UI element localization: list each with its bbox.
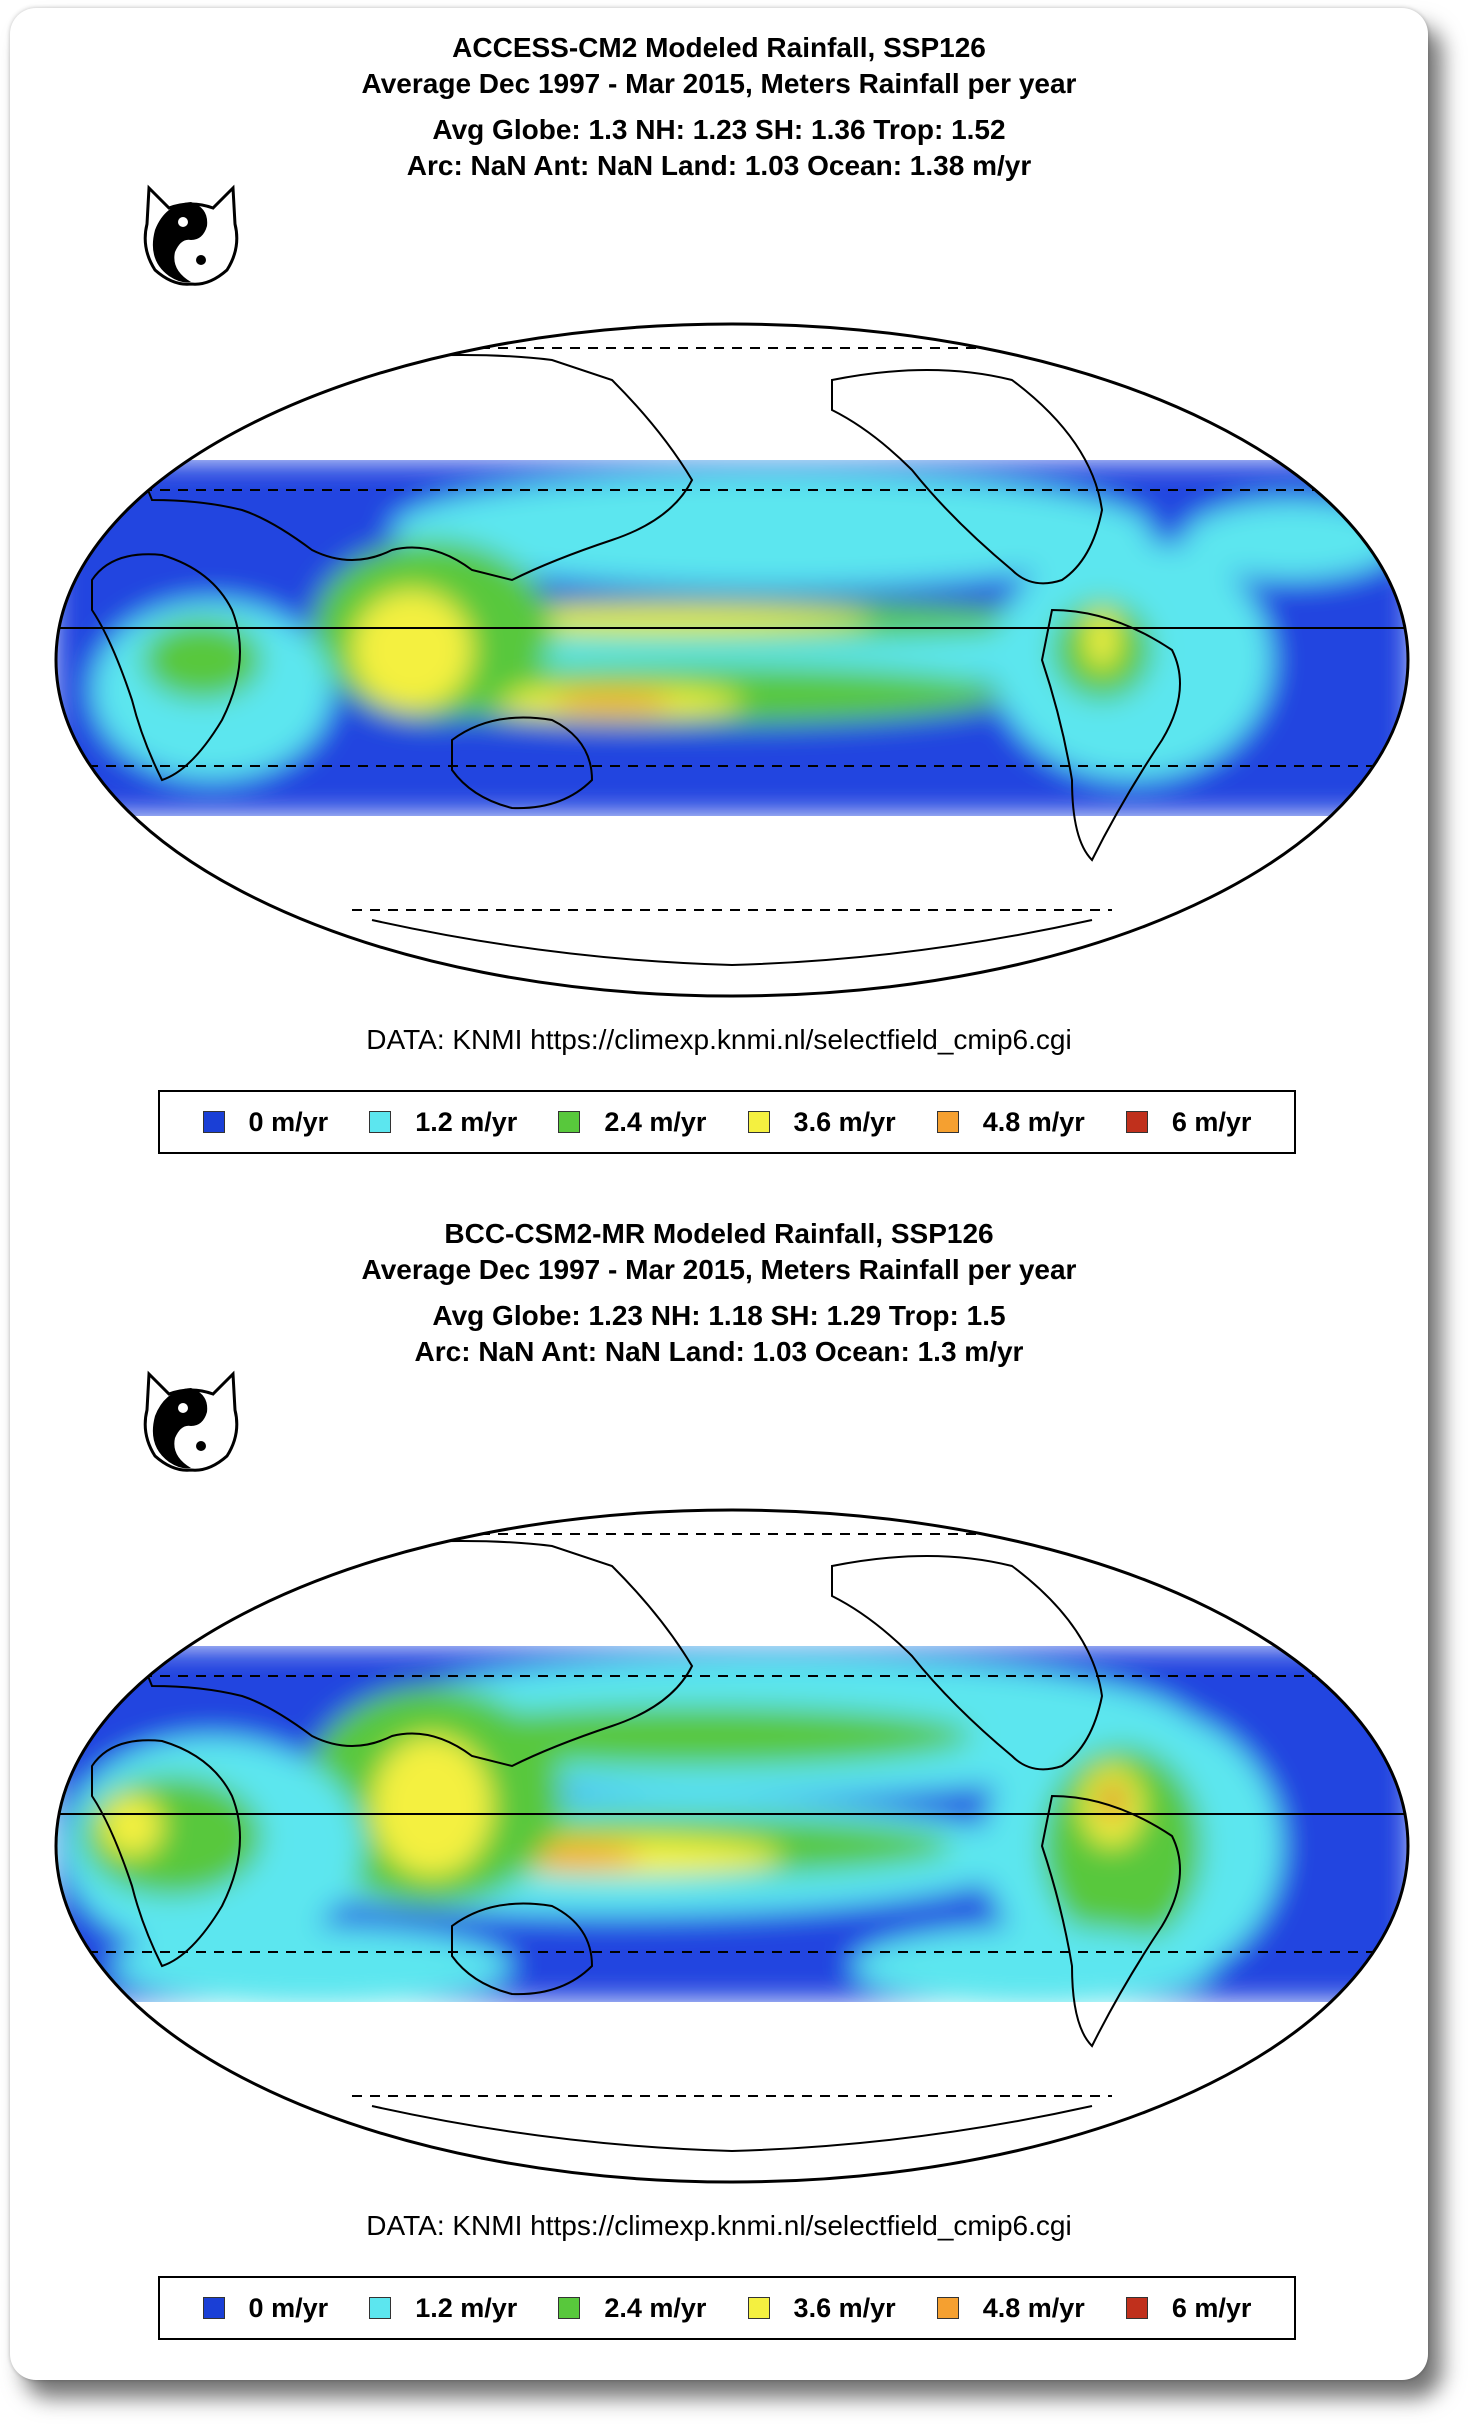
legend-swatch <box>1125 2297 1148 2319</box>
legend-item: 0 m/yr <box>202 1106 329 1138</box>
legend-label: 0 m/yr <box>248 2292 329 2323</box>
legend-item: 4.8 m/yr <box>936 1106 1085 1138</box>
data-source-note: DATA: KNMI https://climexp.knmi.nl/selec… <box>366 2210 1072 2241</box>
yin-yang-cat-logo-icon <box>143 184 239 286</box>
legend-swatch <box>369 1111 392 1133</box>
panel-subtitle: Average Dec 1997 - Mar 2015, Meters Rain… <box>361 68 1077 99</box>
legend-swatch <box>1125 1111 1148 1133</box>
legend-swatch <box>369 2297 392 2319</box>
map-panel-bcc-csm2-mr: BCC-CSM2-MR Modeled Rainfall, SSP126 Ave… <box>10 1194 1428 2354</box>
legend-label: 2.4 m/yr <box>604 2292 707 2323</box>
legend-label: 0 m/yr <box>248 1106 329 1137</box>
legend-label: 1.2 m/yr <box>415 2292 518 2323</box>
legend-swatch <box>936 2297 959 2319</box>
stats-line-1: Avg Globe: 1.3 NH: 1.23 SH: 1.36 Trop: 1… <box>432 114 1006 145</box>
panel-titles: BCC-CSM2-MR Modeled Rainfall, SSP126 Ave… <box>10 1216 1428 1370</box>
legend-swatch <box>558 1111 581 1133</box>
legend-item: 2.4 m/yr <box>558 2293 706 2324</box>
legend-item: 1.2 m/yr <box>369 2293 517 2324</box>
legend-label: 6 m/yr <box>1171 1106 1252 1137</box>
color-legend: 0 m/yr 1.2 m/yr 2.4 m/yr 3.6 m/yr 4.8 m/… <box>158 1090 1296 1154</box>
panel-title: BCC-CSM2-MR Modeled Rainfall, SSP126 <box>444 1218 994 1249</box>
panel-subtitle: Average Dec 1997 - Mar 2015, Meters Rain… <box>361 1254 1077 1285</box>
legend-item: 0 m/yr <box>202 2292 329 2324</box>
legend-item: 4.8 m/yr <box>936 2292 1085 2324</box>
legend-swatch <box>558 2297 581 2319</box>
legend-swatch <box>747 1111 770 1133</box>
legend-item: 6 m/yr <box>1125 2292 1252 2324</box>
map-panel-access-cm2: ACCESS-CM2 Modeled Rainfall, SSP126 Aver… <box>10 8 1428 1168</box>
legend-label: 2.4 m/yr <box>604 1106 707 1137</box>
stats-line-1: Avg Globe: 1.23 NH: 1.18 SH: 1.29 Trop: … <box>432 1300 1006 1331</box>
stats-line-2: Arc: NaN Ant: NaN Land: 1.03 Ocean: 1.38… <box>406 150 1032 181</box>
legend-label: 6 m/yr <box>1171 2292 1252 2323</box>
yin-yang-cat-logo-icon <box>143 1370 239 1472</box>
rainfall-map <box>54 1508 1410 2184</box>
panel-title: ACCESS-CM2 Modeled Rainfall, SSP126 <box>452 32 986 63</box>
legend-swatch <box>936 1111 959 1133</box>
legend-label: 4.8 m/yr <box>982 1106 1085 1137</box>
legend-item: 1.2 m/yr <box>369 1107 517 1138</box>
legend-swatch <box>202 1111 225 1133</box>
legend-item: 6 m/yr <box>1125 1106 1252 1138</box>
stats-line-2: Arc: NaN Ant: NaN Land: 1.03 Ocean: 1.3 … <box>414 1336 1024 1367</box>
legend-item: 3.6 m/yr <box>747 2292 896 2324</box>
coastlines <box>91 354 1314 967</box>
legend-label: 1.2 m/yr <box>415 1106 518 1137</box>
rainfall-map <box>54 322 1410 998</box>
panel-titles: ACCESS-CM2 Modeled Rainfall, SSP126 Aver… <box>10 30 1428 184</box>
data-source-note: DATA: KNMI https://climexp.knmi.nl/selec… <box>366 1024 1072 1055</box>
legend-item: 2.4 m/yr <box>558 1107 706 1138</box>
figure-sheet: ACCESS-CM2 Modeled Rainfall, SSP126 Aver… <box>10 8 1428 2380</box>
legend-swatch <box>202 2297 225 2319</box>
legend-item: 3.6 m/yr <box>747 1106 896 1138</box>
legend-label: 3.6 m/yr <box>793 2292 896 2323</box>
legend-swatch <box>747 2297 770 2319</box>
color-legend: 0 m/yr 1.2 m/yr 2.4 m/yr 3.6 m/yr 4.8 m/… <box>158 2276 1296 2340</box>
map-border <box>54 322 1410 998</box>
legend-label: 3.6 m/yr <box>793 1106 896 1137</box>
map-border <box>54 1508 1410 2184</box>
legend-label: 4.8 m/yr <box>982 2292 1085 2323</box>
